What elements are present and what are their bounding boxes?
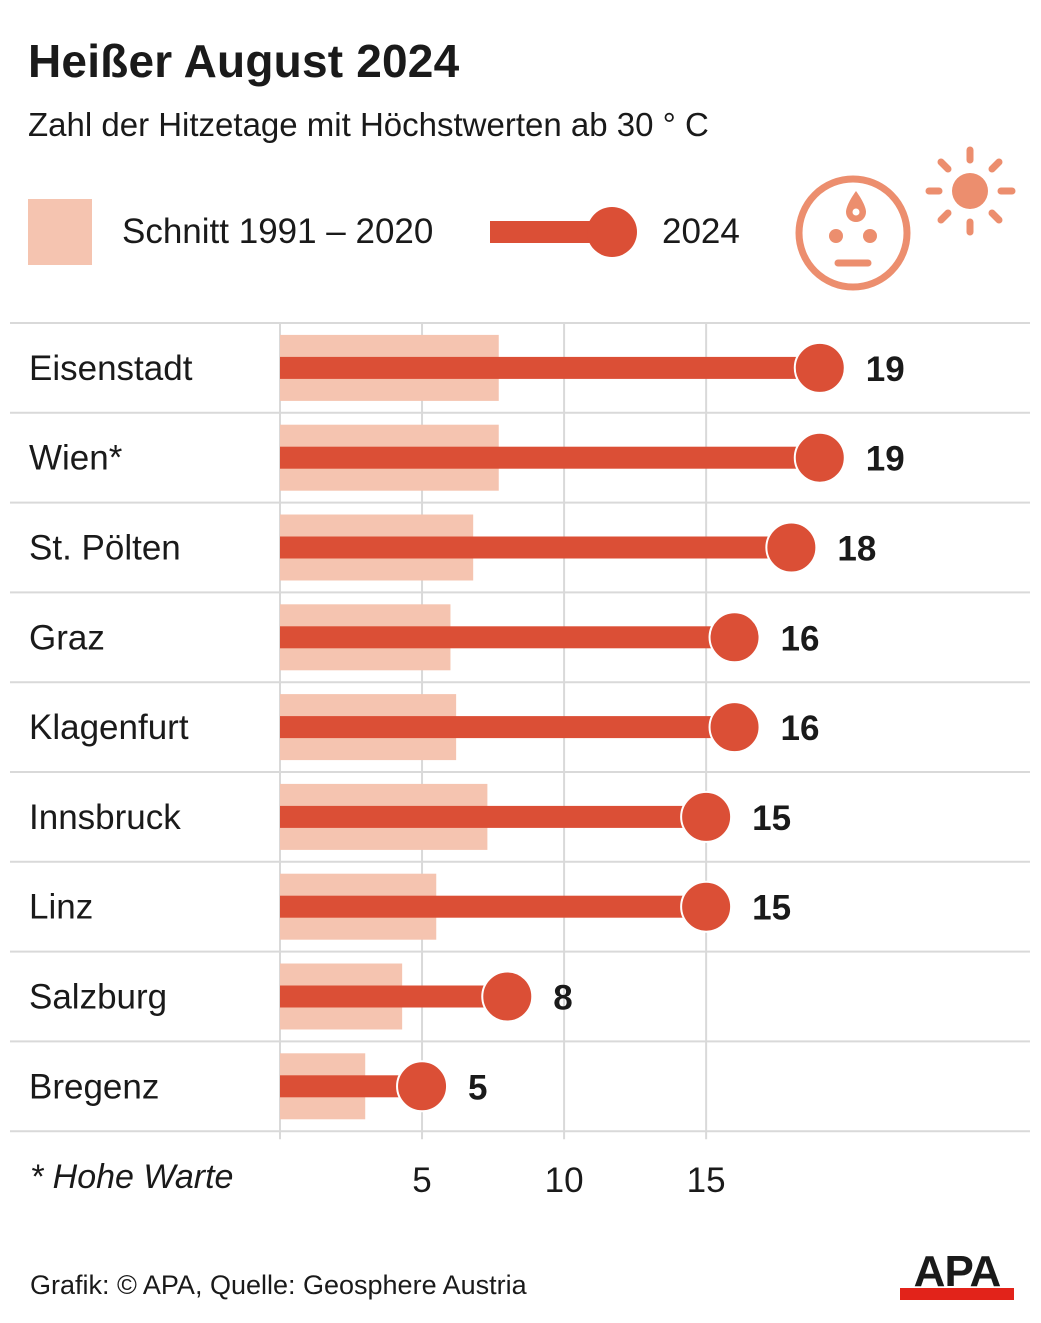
hot-face-sun-icon xyxy=(790,140,1020,300)
category-label: Klagenfurt xyxy=(29,708,189,747)
legend-2024-dot xyxy=(587,207,637,257)
x-tick-label: 10 xyxy=(545,1161,584,1200)
value-dot-2024 xyxy=(765,521,818,574)
value-dot-2024 xyxy=(708,701,761,754)
value-dot-2024 xyxy=(680,790,733,843)
value-bar-2024 xyxy=(280,716,735,739)
legend-2024-label: 2024 xyxy=(662,212,740,251)
legend-average-label: Schnitt 1991 – 2020 xyxy=(122,212,434,251)
value-bar-2024 xyxy=(280,805,707,828)
value-bar-2024 xyxy=(280,536,792,559)
svg-text:APA: APA xyxy=(914,1247,1001,1296)
category-label: Graz xyxy=(29,618,105,657)
value-dot-2024 xyxy=(708,611,761,664)
value-label: 18 xyxy=(837,530,876,569)
value-label: 16 xyxy=(781,709,820,748)
value-label: 15 xyxy=(752,889,791,928)
x-tick-label: 15 xyxy=(687,1161,726,1200)
category-label: Eisenstadt xyxy=(29,349,193,388)
value-bar-2024 xyxy=(280,356,820,379)
value-bar-2024 xyxy=(280,895,707,918)
legend-average-swatch xyxy=(28,199,92,265)
chart-subtitle: Zahl der Hitzetage mit Höchstwerten ab 3… xyxy=(28,106,709,143)
value-label: 16 xyxy=(781,619,820,658)
value-label: 19 xyxy=(866,440,905,479)
value-dot-2024 xyxy=(396,1060,449,1113)
legend-2024-bar xyxy=(490,221,612,243)
value-dot-2024 xyxy=(793,341,846,394)
value-dot-2024 xyxy=(680,880,733,933)
value-bar-2024 xyxy=(280,1075,423,1098)
category-label: Bregenz xyxy=(29,1067,159,1106)
category-label: Salzburg xyxy=(29,978,167,1017)
footnote: * Hohe Warte xyxy=(30,1158,234,1196)
value-label: 5 xyxy=(468,1068,487,1107)
category-label: Innsbruck xyxy=(29,798,181,837)
value-dot-2024 xyxy=(481,970,534,1023)
credit-line: Grafik: © APA, Quelle: Geosphere Austria xyxy=(30,1270,527,1300)
value-dot-2024 xyxy=(793,431,846,484)
x-tick-label: 5 xyxy=(412,1161,431,1200)
value-label: 8 xyxy=(553,979,572,1018)
value-label: 15 xyxy=(752,799,791,838)
value-bar-2024 xyxy=(280,626,735,649)
value-bar-2024 xyxy=(280,985,508,1008)
value-label: 19 xyxy=(866,350,905,389)
category-label: Wien* xyxy=(29,439,123,478)
value-bar-2024 xyxy=(280,446,820,469)
category-label: St. Pölten xyxy=(29,529,181,568)
category-label: Linz xyxy=(29,888,93,927)
apa-logo: APA xyxy=(900,1247,1014,1300)
chart-title: Heißer August 2024 xyxy=(28,35,460,87)
